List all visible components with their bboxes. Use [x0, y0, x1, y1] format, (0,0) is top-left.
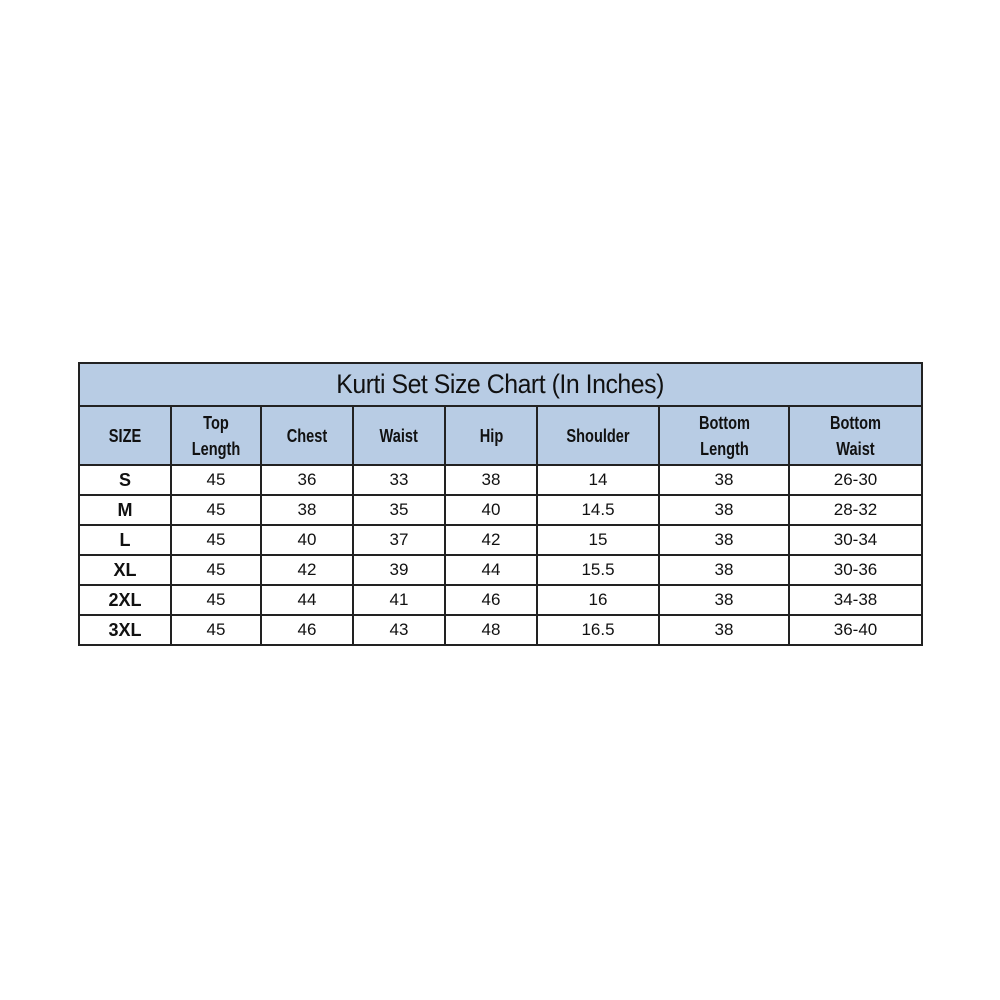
value-cell: 36-40 [787, 614, 924, 646]
column-header-line: Bottom [829, 412, 882, 433]
value-cell: 39 [352, 554, 446, 586]
value-cell: 45 [170, 494, 262, 526]
table-body: S 45 36 33 38 14 38 26-30 M 45 38 35 40 14.5 38 28-32 L 4… [78, 464, 924, 646]
value-cell: 42 [260, 554, 354, 586]
value-cell: 34-38 [787, 584, 924, 616]
column-header: Bottom Length [658, 405, 790, 466]
value-cell: 30-34 [787, 524, 924, 556]
value-cell: 44 [444, 554, 538, 586]
value-cell: 46 [444, 584, 538, 616]
column-header-line: Waist [836, 438, 875, 459]
column-header: Hip [444, 405, 538, 466]
column-header: Bottom Waist [787, 405, 924, 466]
value-cell: 26-30 [787, 464, 924, 496]
size-cell: M [78, 494, 172, 526]
value-cell: 38 [658, 524, 790, 556]
column-header-line: Length [699, 438, 749, 459]
column-header-line: Top [203, 412, 229, 433]
size-cell: S [78, 464, 172, 496]
column-header: Waist [352, 405, 446, 466]
value-cell: 14.5 [536, 494, 660, 526]
column-header: Chest [260, 405, 354, 466]
size-cell: 3XL [78, 614, 172, 646]
column-header-label: Bottom Length [696, 410, 753, 462]
size-chart-table: Kurti Set Size Chart (In Inches) SIZE Top… [77, 362, 924, 646]
column-header-line: Shoulder [566, 425, 630, 446]
value-cell: 40 [444, 494, 538, 526]
size-cell: XL [78, 554, 172, 586]
column-header-line: Waist [379, 425, 419, 446]
size-cell: L [78, 524, 172, 556]
value-cell: 41 [352, 584, 446, 616]
column-header: Top Length [170, 405, 262, 466]
value-cell: 38 [658, 494, 790, 526]
table-row: M 45 38 35 40 14.5 38 28-32 [78, 494, 924, 526]
column-header-line: SIZE [108, 425, 142, 446]
header-row: SIZE Top Length Chest Waist Hip Shoulder Bottom… [78, 405, 924, 466]
column-header: Shoulder [536, 405, 660, 466]
value-cell: 38 [658, 614, 790, 646]
value-cell: 15.5 [536, 554, 660, 586]
value-cell: 15 [536, 524, 660, 556]
column-header-label: Waist [378, 423, 421, 449]
value-cell: 16.5 [536, 614, 660, 646]
value-cell: 46 [260, 614, 354, 646]
table-row: 2XL 45 44 41 46 16 38 34-38 [78, 584, 924, 616]
value-cell: 45 [170, 614, 262, 646]
value-cell: 30-36 [787, 554, 924, 586]
value-cell: 38 [658, 464, 790, 496]
value-cell: 16 [536, 584, 660, 616]
table-row: 3XL 45 46 43 48 16.5 38 36-40 [78, 614, 924, 646]
value-cell: 28-32 [787, 494, 924, 526]
size-cell: 2XL [78, 584, 172, 616]
value-cell: 38 [444, 464, 538, 496]
value-cell: 45 [170, 584, 262, 616]
value-cell: 38 [658, 584, 790, 616]
value-cell: 45 [170, 524, 262, 556]
value-cell: 14 [536, 464, 660, 496]
column-header-line: Bottom [698, 412, 750, 433]
value-cell: 45 [170, 464, 262, 496]
table-title: Kurti Set Size Chart (In Inches) [77, 362, 924, 407]
value-cell: 43 [352, 614, 446, 646]
value-cell: 42 [444, 524, 538, 556]
column-header-label: Hip [478, 423, 504, 449]
value-cell: 44 [260, 584, 354, 616]
value-cell: 38 [260, 494, 354, 526]
column-header-label: Top Length [189, 410, 243, 462]
column-header-line: Hip [479, 425, 503, 446]
value-cell: 35 [352, 494, 446, 526]
column-header-label: Bottom Waist [827, 410, 884, 462]
table-row: XL 45 42 39 44 15.5 38 30-36 [78, 554, 924, 586]
column-header: SIZE [78, 405, 172, 466]
column-header-label: SIZE [107, 423, 143, 449]
title-text: Kurti Set Size Chart (In Inches) [336, 369, 665, 399]
value-cell: 40 [260, 524, 354, 556]
value-cell: 45 [170, 554, 262, 586]
value-cell: 38 [658, 554, 790, 586]
column-header-line: Chest [286, 425, 328, 446]
value-cell: 36 [260, 464, 354, 496]
column-header-label: Chest [284, 423, 329, 449]
table-row: L 45 40 37 42 15 38 30-34 [78, 524, 924, 556]
value-cell: 48 [444, 614, 538, 646]
column-header-label: Shoulder [563, 423, 633, 449]
table-row: S 45 36 33 38 14 38 26-30 [78, 464, 924, 496]
value-cell: 37 [352, 524, 446, 556]
value-cell: 33 [352, 464, 446, 496]
column-header-line: Length [191, 438, 241, 459]
